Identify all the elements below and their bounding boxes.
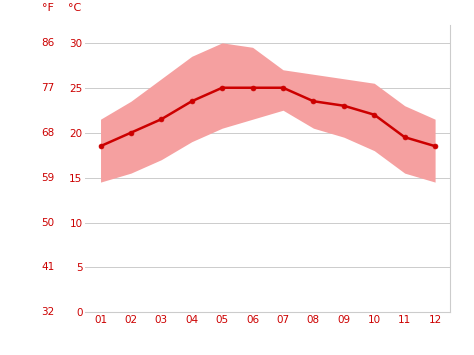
Text: °C: °C <box>68 3 82 13</box>
Text: 41: 41 <box>41 262 55 273</box>
Text: 50: 50 <box>41 218 55 228</box>
Text: 86: 86 <box>41 38 55 48</box>
Text: 59: 59 <box>41 173 55 182</box>
Text: °F: °F <box>42 3 55 13</box>
Text: 77: 77 <box>41 83 55 93</box>
Text: 32: 32 <box>41 307 55 317</box>
Text: 68: 68 <box>41 128 55 138</box>
